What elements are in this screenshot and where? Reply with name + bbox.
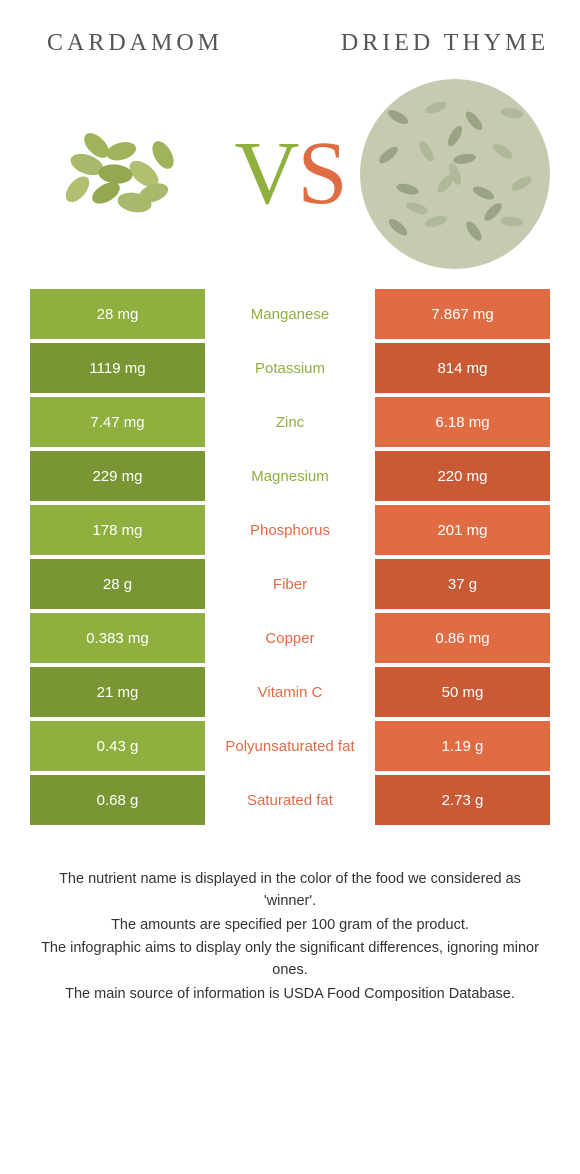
left-value: 28 g	[30, 559, 205, 609]
nutrient-label: Vitamin C	[205, 667, 375, 717]
table-row: 0.43 gPolyunsaturated fat1.19 g	[30, 721, 550, 771]
header-spacer	[250, 28, 330, 59]
left-value: 28 mg	[30, 289, 205, 339]
right-value: 2.73 g	[375, 775, 550, 825]
right-value: 1.19 g	[375, 721, 550, 771]
footnote-line: The infographic aims to display only the…	[40, 938, 540, 982]
right-value: 7.867 mg	[375, 289, 550, 339]
left-value: 178 mg	[30, 505, 205, 555]
vs-label: VS	[234, 129, 345, 219]
vs-s: S	[297, 124, 345, 223]
table-row: 0.68 gSaturated fat2.73 g	[30, 775, 550, 825]
image-row: VS	[0, 69, 580, 289]
footnote-line: The amounts are specified per 100 gram o…	[40, 915, 540, 937]
table-row: 28 mgManganese7.867 mg	[30, 289, 550, 339]
left-value: 21 mg	[30, 667, 205, 717]
header-row: CARDAMOM DRIED THYME	[0, 0, 580, 69]
nutrient-label: Saturated fat	[205, 775, 375, 825]
right-value: 201 mg	[375, 505, 550, 555]
right-value: 6.18 mg	[375, 397, 550, 447]
nutrient-label: Manganese	[205, 289, 375, 339]
footnote: The nutrient name is displayed in the co…	[0, 829, 580, 1006]
comparison-table: 28 mgManganese7.867 mg1119 mgPotassium81…	[0, 289, 580, 825]
right-value: 50 mg	[375, 667, 550, 717]
nutrient-label: Copper	[205, 613, 375, 663]
nutrient-label: Zinc	[205, 397, 375, 447]
footnote-line: The main source of information is USDA F…	[40, 984, 540, 1006]
left-value: 0.383 mg	[30, 613, 205, 663]
thyme-image	[360, 79, 550, 269]
footnote-line: The nutrient name is displayed in the co…	[40, 869, 540, 913]
table-row: 7.47 mgZinc6.18 mg	[30, 397, 550, 447]
right-value: 814 mg	[375, 343, 550, 393]
right-value: 0.86 mg	[375, 613, 550, 663]
left-value: 0.68 g	[30, 775, 205, 825]
right-value: 37 g	[375, 559, 550, 609]
nutrient-label: Phosphorus	[205, 505, 375, 555]
table-row: 21 mgVitamin C50 mg	[30, 667, 550, 717]
nutrient-label: Potassium	[205, 343, 375, 393]
table-row: 28 gFiber37 g	[30, 559, 550, 609]
left-value: 229 mg	[30, 451, 205, 501]
left-food-title: CARDAMOM	[20, 28, 250, 59]
nutrient-label: Fiber	[205, 559, 375, 609]
table-row: 0.383 mgCopper0.86 mg	[30, 613, 550, 663]
table-row: 1119 mgPotassium814 mg	[30, 343, 550, 393]
right-food-title: DRIED THYME	[330, 28, 560, 59]
left-value: 7.47 mg	[30, 397, 205, 447]
table-row: 229 mgMagnesium220 mg	[30, 451, 550, 501]
nutrient-label: Magnesium	[205, 451, 375, 501]
left-value: 1119 mg	[30, 343, 205, 393]
table-row: 178 mgPhosphorus201 mg	[30, 505, 550, 555]
vs-v: V	[234, 124, 297, 223]
nutrient-label: Polyunsaturated fat	[205, 721, 375, 771]
right-value: 220 mg	[375, 451, 550, 501]
left-value: 0.43 g	[30, 721, 205, 771]
cardamom-image	[30, 79, 220, 269]
